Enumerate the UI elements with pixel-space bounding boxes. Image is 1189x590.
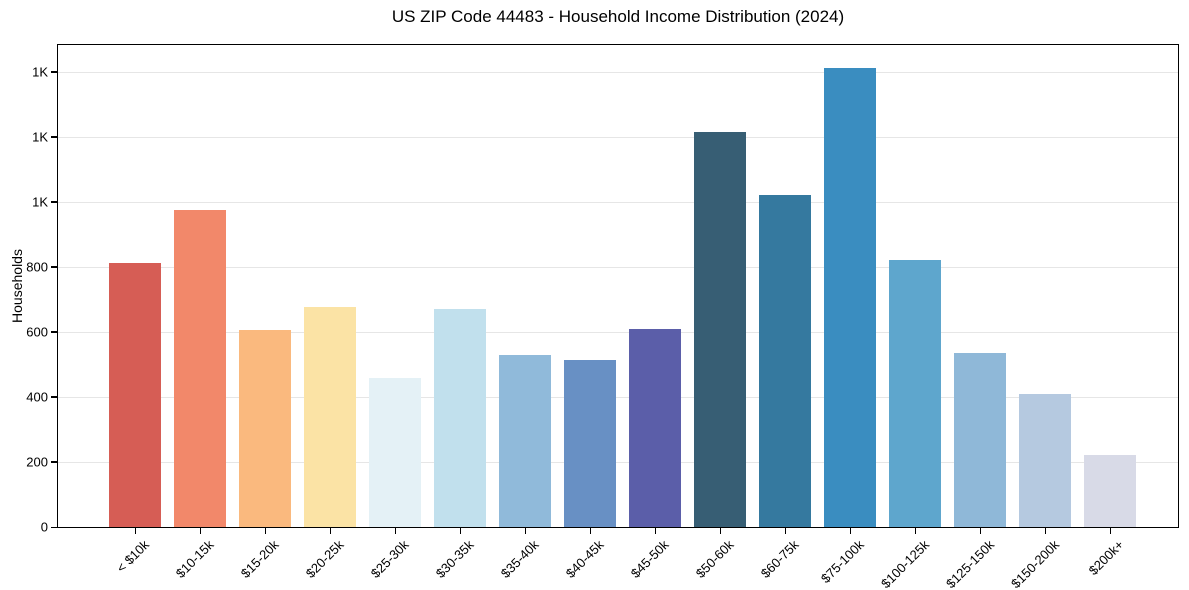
x-tick-label: $45-50k	[627, 537, 672, 581]
bar	[1019, 394, 1071, 527]
x-tick-mark	[849, 528, 851, 534]
y-tick-mark	[51, 266, 57, 268]
y-tick-label: 1K	[32, 129, 48, 145]
x-tick-mark	[329, 528, 331, 534]
gridline	[58, 71, 1178, 73]
y-tick-label: 600	[26, 324, 48, 340]
x-tick-mark	[524, 528, 526, 534]
y-tick-label: 1K	[32, 64, 48, 80]
bar	[759, 195, 811, 527]
x-tick-label: $20-25k	[302, 537, 347, 581]
x-tick-mark	[1109, 528, 1111, 534]
y-tick-mark	[51, 71, 57, 73]
x-tick-mark	[459, 528, 461, 534]
x-tick-mark	[199, 528, 201, 534]
bar	[1084, 454, 1136, 527]
x-tick-label: < $10k	[113, 537, 152, 576]
bar	[499, 355, 551, 527]
bar	[369, 377, 421, 527]
y-tick-label: 800	[26, 259, 48, 275]
bar	[954, 353, 1006, 527]
gridline	[58, 396, 1178, 398]
x-tick-mark	[719, 528, 721, 534]
x-tick-label: $200k+	[1085, 537, 1127, 579]
x-tick-mark	[914, 528, 916, 534]
gridline	[58, 461, 1178, 463]
bar	[629, 329, 681, 527]
x-tick-label: $25-30k	[367, 537, 412, 581]
x-tick-mark	[979, 528, 981, 534]
y-tick-mark	[51, 396, 57, 398]
x-tick-label: $150-200k	[1007, 537, 1062, 590]
bar	[109, 263, 161, 527]
plot-area: 0 200 400 600 800 1K 1K 1K < $10k $10-15k $15-20k…	[26, 44, 1179, 590]
y-tick-mark	[51, 136, 57, 138]
y-tick-mark	[51, 201, 57, 203]
gridline	[58, 136, 1178, 138]
bar	[824, 67, 876, 527]
x-tick-label: $15-20k	[237, 537, 282, 581]
y-tick-mark	[51, 526, 57, 528]
x-tick-label: $125-150k	[942, 537, 997, 590]
x-tick-mark	[589, 528, 591, 534]
x-tick-mark	[784, 528, 786, 534]
bar	[239, 330, 291, 527]
x-tick-label: $30-35k	[432, 537, 477, 581]
x-tick-label: $100-125k	[877, 537, 932, 590]
chart-title: US ZIP Code 44483 - Household Income Dis…	[391, 7, 845, 26]
y-tick-label: 0	[40, 519, 48, 535]
x-tick-label: $75-100k	[817, 537, 867, 586]
bar	[304, 307, 356, 527]
bar	[434, 308, 486, 527]
gridline	[58, 201, 1178, 203]
x-tick-mark	[394, 528, 396, 534]
x-tick-label: $50-60k	[692, 537, 737, 581]
x-tick-mark	[264, 528, 266, 534]
bar	[564, 359, 616, 527]
x-tick-mark	[1044, 528, 1046, 534]
x-tick-label: $60-75k	[757, 537, 802, 581]
bar	[889, 259, 941, 527]
bar	[694, 131, 746, 527]
y-tick-label: 400	[26, 389, 48, 405]
y-axis-title: Households	[9, 249, 25, 323]
x-tick-mark	[134, 528, 136, 534]
gridline	[58, 266, 1178, 268]
y-tick-mark	[51, 331, 57, 333]
x-tick-label: $10-15k	[172, 537, 217, 581]
x-tick-mark	[654, 528, 656, 534]
bar	[174, 209, 226, 527]
y-tick-label: 200	[26, 454, 48, 470]
y-tick-label: 1K	[32, 194, 48, 210]
y-tick-mark	[51, 461, 57, 463]
gridline	[58, 331, 1178, 333]
x-tick-label: $35-40k	[497, 537, 542, 581]
x-tick-label: $40-45k	[562, 537, 607, 581]
